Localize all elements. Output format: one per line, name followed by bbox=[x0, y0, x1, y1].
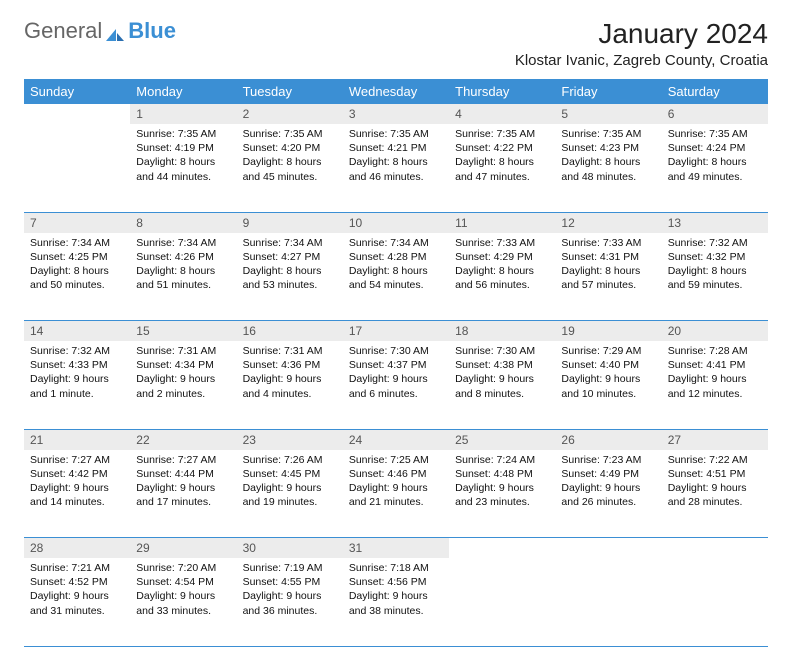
day-number-cell bbox=[555, 538, 661, 559]
day-content-cell: Sunrise: 7:35 AM Sunset: 4:20 PM Dayligh… bbox=[237, 124, 343, 212]
weekday-header: Thursday bbox=[449, 79, 555, 104]
calendar-body: 123456Sunrise: 7:35 AM Sunset: 4:19 PM D… bbox=[24, 104, 768, 646]
day-content-cell: Sunrise: 7:35 AM Sunset: 4:22 PM Dayligh… bbox=[449, 124, 555, 212]
weekday-header: Wednesday bbox=[343, 79, 449, 104]
day-content-cell: Sunrise: 7:33 AM Sunset: 4:29 PM Dayligh… bbox=[449, 233, 555, 321]
day-number-cell: 17 bbox=[343, 321, 449, 342]
day-content-cell: Sunrise: 7:26 AM Sunset: 4:45 PM Dayligh… bbox=[237, 450, 343, 538]
day-content-cell: Sunrise: 7:23 AM Sunset: 4:49 PM Dayligh… bbox=[555, 450, 661, 538]
day-number-cell: 21 bbox=[24, 429, 130, 450]
day-content-cell bbox=[449, 558, 555, 646]
day-number-cell bbox=[449, 538, 555, 559]
day-content-cell: Sunrise: 7:34 AM Sunset: 4:28 PM Dayligh… bbox=[343, 233, 449, 321]
day-content-cell: Sunrise: 7:30 AM Sunset: 4:37 PM Dayligh… bbox=[343, 341, 449, 429]
day-number-cell: 8 bbox=[130, 212, 236, 233]
day-number-cell: 24 bbox=[343, 429, 449, 450]
day-content-cell: Sunrise: 7:35 AM Sunset: 4:19 PM Dayligh… bbox=[130, 124, 236, 212]
month-title: January 2024 bbox=[515, 18, 768, 50]
day-number-row: 28293031 bbox=[24, 538, 768, 559]
day-number-cell: 3 bbox=[343, 104, 449, 124]
day-content-cell: Sunrise: 7:30 AM Sunset: 4:38 PM Dayligh… bbox=[449, 341, 555, 429]
day-content-cell: Sunrise: 7:21 AM Sunset: 4:52 PM Dayligh… bbox=[24, 558, 130, 646]
day-number-row: 78910111213 bbox=[24, 212, 768, 233]
day-content-cell: Sunrise: 7:29 AM Sunset: 4:40 PM Dayligh… bbox=[555, 341, 661, 429]
logo-sail-icon bbox=[104, 23, 126, 39]
weekday-header: Saturday bbox=[662, 79, 768, 104]
day-content-row: Sunrise: 7:21 AM Sunset: 4:52 PM Dayligh… bbox=[24, 558, 768, 646]
day-content-cell bbox=[555, 558, 661, 646]
day-content-cell: Sunrise: 7:34 AM Sunset: 4:27 PM Dayligh… bbox=[237, 233, 343, 321]
day-number-cell: 18 bbox=[449, 321, 555, 342]
day-content-cell: Sunrise: 7:32 AM Sunset: 4:32 PM Dayligh… bbox=[662, 233, 768, 321]
day-number-cell bbox=[24, 104, 130, 124]
day-content-cell: Sunrise: 7:28 AM Sunset: 4:41 PM Dayligh… bbox=[662, 341, 768, 429]
day-number-cell: 26 bbox=[555, 429, 661, 450]
day-number-cell: 13 bbox=[662, 212, 768, 233]
day-number-cell: 28 bbox=[24, 538, 130, 559]
day-number-row: 123456 bbox=[24, 104, 768, 124]
day-content-row: Sunrise: 7:32 AM Sunset: 4:33 PM Dayligh… bbox=[24, 341, 768, 429]
day-number-cell: 29 bbox=[130, 538, 236, 559]
day-number-row: 21222324252627 bbox=[24, 429, 768, 450]
logo: General Blue bbox=[24, 18, 176, 44]
day-number-cell: 23 bbox=[237, 429, 343, 450]
day-number-row: 14151617181920 bbox=[24, 321, 768, 342]
day-content-cell bbox=[24, 124, 130, 212]
day-content-row: Sunrise: 7:35 AM Sunset: 4:19 PM Dayligh… bbox=[24, 124, 768, 212]
title-block: January 2024 Klostar Ivanic, Zagreb Coun… bbox=[515, 18, 768, 69]
day-content-cell: Sunrise: 7:31 AM Sunset: 4:36 PM Dayligh… bbox=[237, 341, 343, 429]
day-content-cell: Sunrise: 7:19 AM Sunset: 4:55 PM Dayligh… bbox=[237, 558, 343, 646]
day-content-cell: Sunrise: 7:22 AM Sunset: 4:51 PM Dayligh… bbox=[662, 450, 768, 538]
weekday-header: Sunday bbox=[24, 79, 130, 104]
header: General Blue January 2024 Klostar Ivanic… bbox=[24, 18, 768, 69]
day-content-cell: Sunrise: 7:35 AM Sunset: 4:21 PM Dayligh… bbox=[343, 124, 449, 212]
logo-text-2: Blue bbox=[128, 18, 176, 44]
weekday-header: Tuesday bbox=[237, 79, 343, 104]
day-content-row: Sunrise: 7:27 AM Sunset: 4:42 PM Dayligh… bbox=[24, 450, 768, 538]
day-number-cell: 19 bbox=[555, 321, 661, 342]
day-number-cell: 10 bbox=[343, 212, 449, 233]
day-content-cell: Sunrise: 7:34 AM Sunset: 4:26 PM Dayligh… bbox=[130, 233, 236, 321]
day-content-cell: Sunrise: 7:18 AM Sunset: 4:56 PM Dayligh… bbox=[343, 558, 449, 646]
weekday-header: Monday bbox=[130, 79, 236, 104]
day-content-cell: Sunrise: 7:33 AM Sunset: 4:31 PM Dayligh… bbox=[555, 233, 661, 321]
day-number-cell: 7 bbox=[24, 212, 130, 233]
day-number-cell: 14 bbox=[24, 321, 130, 342]
day-number-cell: 1 bbox=[130, 104, 236, 124]
day-content-row: Sunrise: 7:34 AM Sunset: 4:25 PM Dayligh… bbox=[24, 233, 768, 321]
day-number-cell bbox=[662, 538, 768, 559]
day-content-cell: Sunrise: 7:31 AM Sunset: 4:34 PM Dayligh… bbox=[130, 341, 236, 429]
day-content-cell: Sunrise: 7:20 AM Sunset: 4:54 PM Dayligh… bbox=[130, 558, 236, 646]
day-number-cell: 15 bbox=[130, 321, 236, 342]
day-number-cell: 27 bbox=[662, 429, 768, 450]
day-number-cell: 20 bbox=[662, 321, 768, 342]
day-content-cell: Sunrise: 7:27 AM Sunset: 4:44 PM Dayligh… bbox=[130, 450, 236, 538]
day-number-cell: 2 bbox=[237, 104, 343, 124]
logo-text-1: General bbox=[24, 18, 102, 44]
day-number-cell: 6 bbox=[662, 104, 768, 124]
day-number-cell: 31 bbox=[343, 538, 449, 559]
location-label: Klostar Ivanic, Zagreb County, Croatia bbox=[515, 52, 768, 69]
day-content-cell: Sunrise: 7:25 AM Sunset: 4:46 PM Dayligh… bbox=[343, 450, 449, 538]
day-content-cell: Sunrise: 7:32 AM Sunset: 4:33 PM Dayligh… bbox=[24, 341, 130, 429]
day-number-cell: 9 bbox=[237, 212, 343, 233]
day-number-cell: 22 bbox=[130, 429, 236, 450]
calendar-table: Sunday Monday Tuesday Wednesday Thursday… bbox=[24, 79, 768, 647]
day-number-cell: 5 bbox=[555, 104, 661, 124]
weekday-header: Friday bbox=[555, 79, 661, 104]
day-content-cell: Sunrise: 7:24 AM Sunset: 4:48 PM Dayligh… bbox=[449, 450, 555, 538]
day-content-cell: Sunrise: 7:35 AM Sunset: 4:23 PM Dayligh… bbox=[555, 124, 661, 212]
day-number-cell: 12 bbox=[555, 212, 661, 233]
day-content-cell: Sunrise: 7:34 AM Sunset: 4:25 PM Dayligh… bbox=[24, 233, 130, 321]
day-number-cell: 11 bbox=[449, 212, 555, 233]
day-content-cell: Sunrise: 7:35 AM Sunset: 4:24 PM Dayligh… bbox=[662, 124, 768, 212]
day-content-cell: Sunrise: 7:27 AM Sunset: 4:42 PM Dayligh… bbox=[24, 450, 130, 538]
day-number-cell: 16 bbox=[237, 321, 343, 342]
day-content-cell bbox=[662, 558, 768, 646]
day-number-cell: 25 bbox=[449, 429, 555, 450]
day-number-cell: 30 bbox=[237, 538, 343, 559]
day-number-cell: 4 bbox=[449, 104, 555, 124]
weekday-header-row: Sunday Monday Tuesday Wednesday Thursday… bbox=[24, 79, 768, 104]
